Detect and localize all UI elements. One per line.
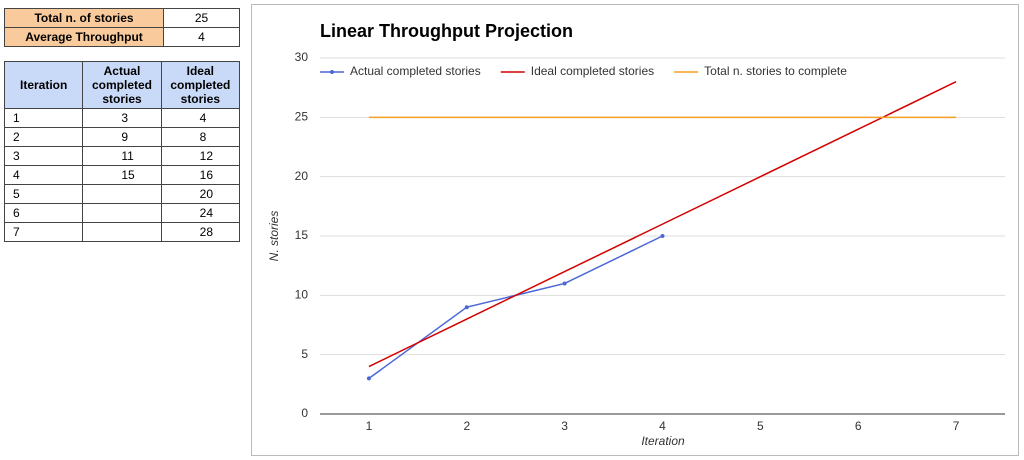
- table-row: 7 28: [3, 222, 241, 242]
- point: [660, 234, 665, 238]
- cell: 4: [163, 27, 240, 47]
- legend-label: Ideal completed stories: [531, 64, 654, 78]
- x-tick-label: 6: [855, 419, 862, 433]
- cell: [82, 203, 162, 223]
- cell: [82, 184, 162, 204]
- cell: 15: [82, 165, 162, 185]
- cell: 28: [160, 222, 241, 242]
- summary-table: Total n. of stories 25 Average Throughput…: [4, 8, 240, 47]
- header-cell: Actual completed stories: [82, 61, 162, 109]
- cell: 16: [160, 165, 241, 185]
- chart-title: Linear Throughput Projection: [320, 21, 573, 41]
- x-axis-label: Iteration: [641, 434, 685, 448]
- y-tick-label: 0: [301, 406, 308, 420]
- iteration-table: Iteration Actual completed stories Ideal…: [3, 61, 241, 242]
- table-row: 6 24: [3, 203, 241, 223]
- cell: 4: [3, 165, 84, 185]
- table-row: 4 15 16: [3, 165, 241, 185]
- cell: 1: [3, 108, 84, 128]
- y-tick-label: 10: [295, 288, 309, 302]
- y-tick-label: 25: [295, 110, 309, 124]
- cell: 2: [3, 127, 84, 147]
- x-tick-label: 4: [659, 419, 666, 433]
- y-tick-label: 5: [301, 347, 308, 361]
- table-row: 3 11 12: [3, 146, 241, 166]
- x-tick-label: 7: [953, 419, 960, 433]
- x-tick-label: 2: [463, 419, 470, 433]
- point: [366, 376, 371, 381]
- point: [562, 281, 567, 286]
- cell: [82, 222, 162, 242]
- cell: 6: [3, 203, 84, 223]
- x-tick-label: 5: [757, 419, 764, 433]
- cell: 12: [160, 146, 241, 166]
- cell: 11: [82, 146, 162, 166]
- header-cell: Iteration: [3, 61, 84, 109]
- y-tick-label: 20: [295, 169, 309, 183]
- y-tick-label: 30: [295, 50, 309, 64]
- point: [464, 305, 469, 310]
- cell: 7: [3, 222, 84, 242]
- cell: 3: [3, 146, 84, 166]
- header-cell: Ideal completed stories: [160, 61, 241, 109]
- legend-label: Actual completed stories: [350, 64, 481, 78]
- cell: 5: [3, 184, 84, 204]
- cell: 20: [160, 184, 241, 204]
- cell: 25: [163, 8, 240, 28]
- chart-frame: [251, 4, 1019, 456]
- series-line: [368, 81, 957, 368]
- legend-label: Total n. stories to complete: [704, 64, 847, 78]
- y-tick-label: 15: [295, 228, 309, 242]
- x-tick-label: 1: [366, 419, 373, 433]
- table-row: 5 20: [3, 184, 241, 204]
- cell: 8: [160, 127, 241, 147]
- cell: 24: [160, 203, 241, 223]
- cell: Total n. of stories: [4, 8, 164, 28]
- cell: Average Throughput: [4, 27, 164, 47]
- cell: 4: [160, 108, 241, 128]
- y-axis-label: N. stories: [267, 211, 281, 262]
- cell: 9: [82, 127, 162, 147]
- cell: 3: [82, 108, 162, 128]
- legend-marker: [330, 70, 334, 74]
- x-tick-label: 3: [561, 419, 568, 433]
